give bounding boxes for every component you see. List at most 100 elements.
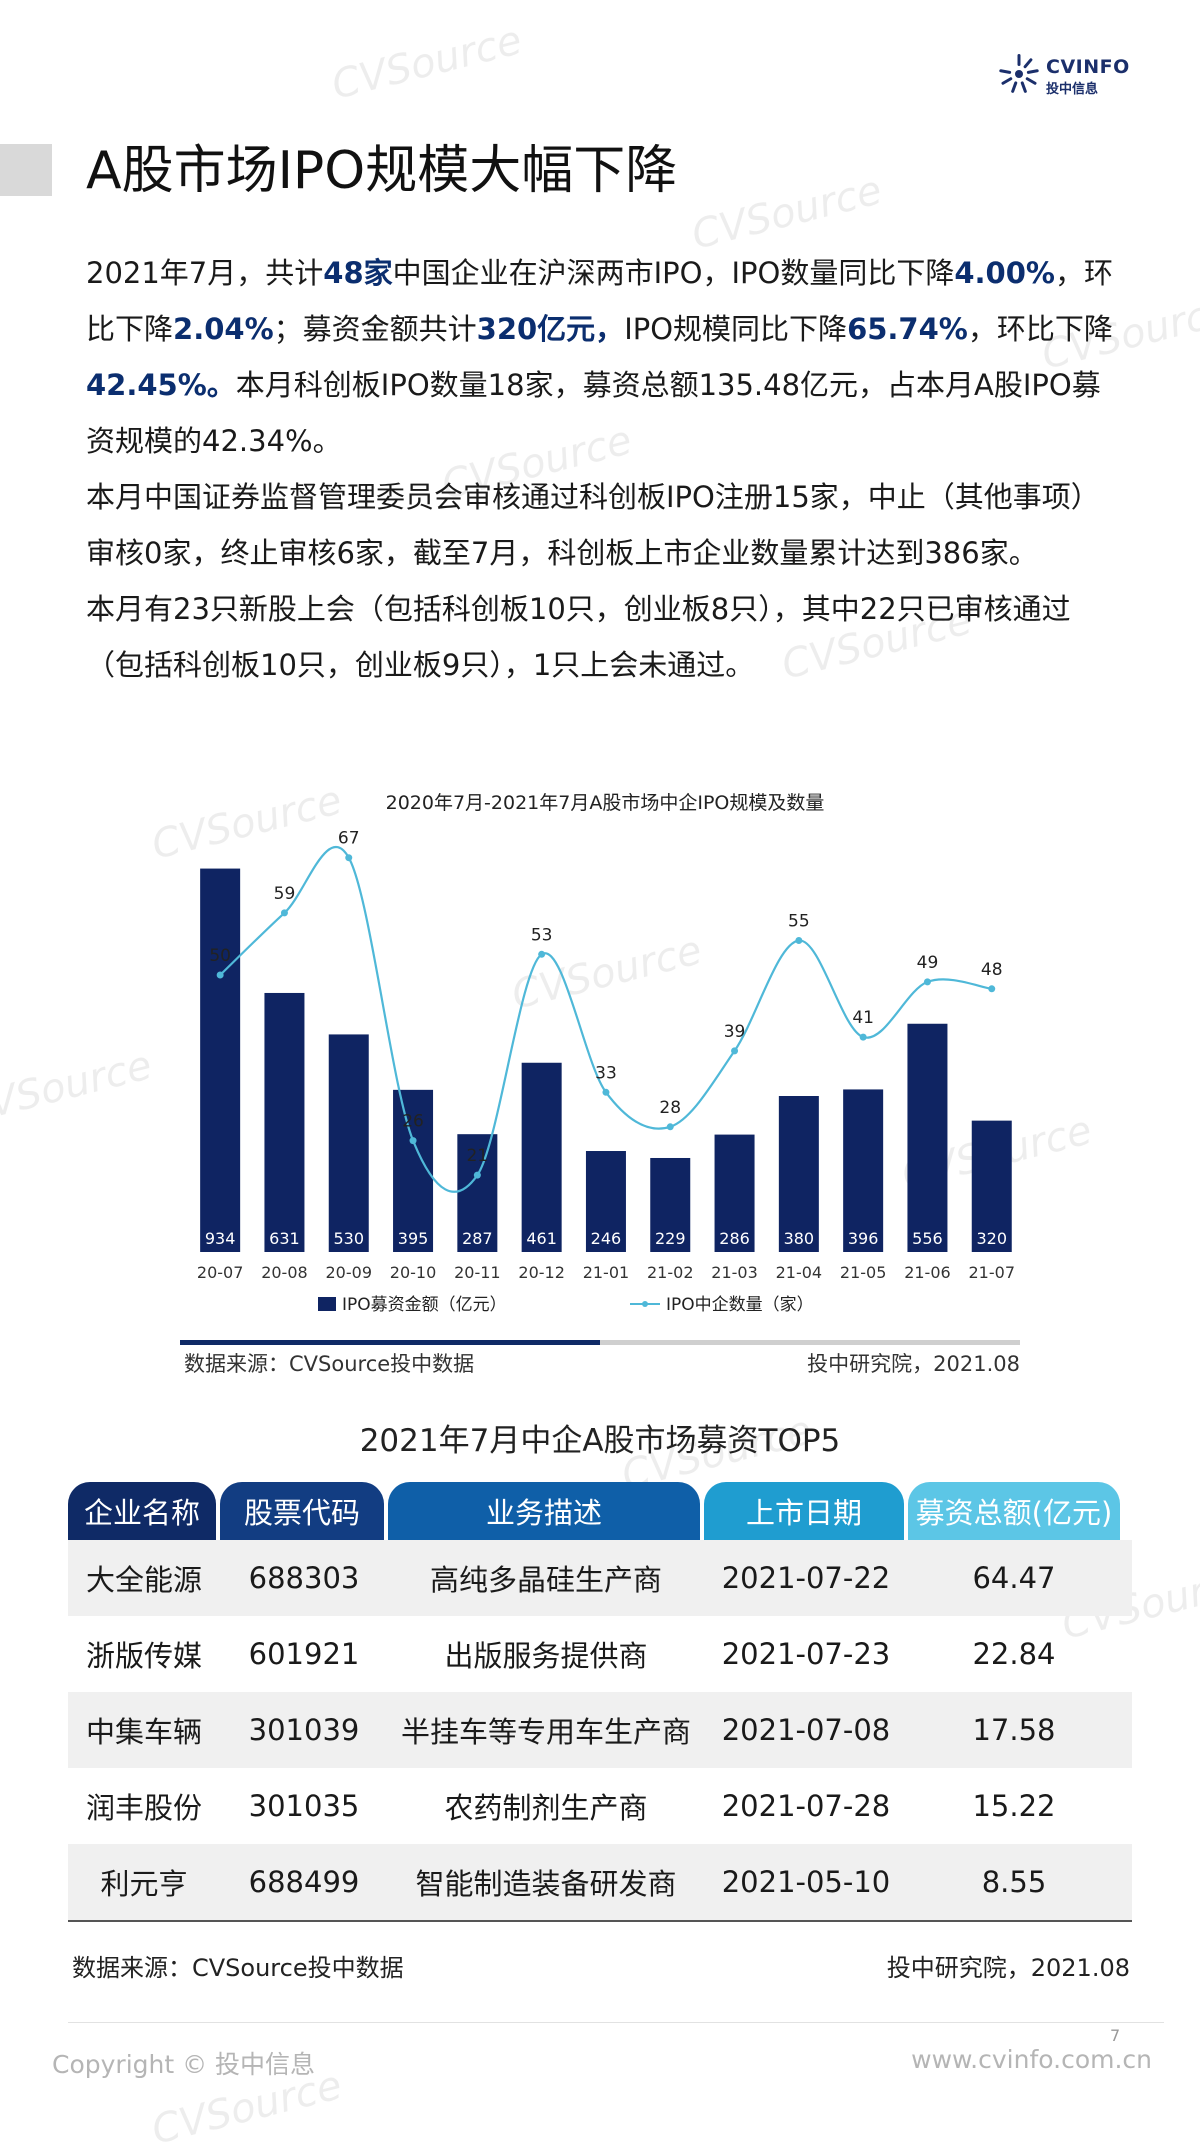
bar-value-label: 395 (398, 1229, 429, 1248)
bar-20-11 (457, 1134, 498, 1252)
table-bottom-rule (68, 1920, 1132, 1922)
table-cell: 601921 (248, 1637, 360, 1671)
top5-table: 企业名称 股票代码 业务描述 上市日期 募资总额(亿元) 大全能源 688303 高纯多晶硅… (68, 1482, 1132, 1920)
table-cell: 8.55 (981, 1865, 1047, 1899)
x-tick-label: 21-06 (904, 1263, 951, 1282)
table-cell: 利元亨 (100, 1867, 188, 1901)
count-value-label: 33 (595, 1063, 617, 1083)
bar-21-05 (843, 1089, 884, 1252)
chart-source-divider (180, 1340, 1020, 1345)
table-title: 2021年7月中企A股市场募资TOP5 (359, 1423, 841, 1459)
table-cell: 高纯多晶硅生产商 (429, 1563, 662, 1597)
bar-value-label: 380 (784, 1229, 815, 1248)
count-point-20-12 (538, 950, 546, 958)
count-point-21-01 (602, 1088, 610, 1096)
count-point-21-07 (988, 985, 996, 993)
table-cell: 2021-05-10 (721, 1865, 891, 1899)
count-value-label: 41 (852, 1008, 874, 1028)
count-point-21-02 (666, 1123, 674, 1131)
count-point-20-08 (280, 909, 288, 917)
chart-source-divider-accent (180, 1340, 600, 1345)
count-point-21-05 (859, 1033, 867, 1041)
count-value-label: 21 (467, 1146, 489, 1166)
bar-value-label: 530 (333, 1229, 364, 1248)
page-number: 7 (1110, 2026, 1121, 2045)
count-value-label: 39 (724, 1022, 746, 1042)
x-tick-label: 20-12 (518, 1263, 565, 1282)
bar-21-03 (714, 1134, 755, 1252)
count-value-label: 49 (917, 953, 939, 973)
table-source-date: 投中研究院，2021.08 (886, 1954, 1130, 1982)
table-cell: 301035 (248, 1789, 360, 1823)
bar-20-10 (393, 1089, 434, 1252)
brand-name: CVINFO (1046, 56, 1130, 78)
count-value-label: 28 (659, 1098, 681, 1118)
table-cell: 大全能源 (85, 1563, 202, 1597)
x-tick-label: 21-04 (776, 1263, 823, 1282)
bar-20-08 (264, 992, 305, 1252)
x-tick-label: 21-07 (969, 1263, 1016, 1282)
bar-value-label: 556 (912, 1229, 943, 1248)
count-value-label: 26 (402, 1112, 424, 1132)
table-row: 大全能源 688303 高纯多晶硅生产商 2021-07-22 64.47 (68, 1540, 1132, 1616)
table-cell: 17.58 (972, 1713, 1056, 1747)
bar-21-01 (585, 1151, 626, 1252)
column-header: 募资总额(亿元) (908, 1482, 1120, 1540)
table-cell: 润丰股份 (85, 1791, 202, 1825)
watermark: CVSource (327, 17, 527, 109)
table-cell: 2021-07-22 (721, 1561, 891, 1595)
count-value-label: 55 (788, 912, 810, 932)
table-cell: 半挂车等专用车生产商 (400, 1715, 691, 1749)
chart-title: 2020年7月-2021年7月A股市场中企IPO规模及数量 (386, 792, 825, 814)
cvinfo-logo-icon (999, 54, 1039, 93)
x-tick-label: 20-09 (326, 1263, 373, 1282)
count-series-line (219, 846, 992, 1193)
legend-line-label: IPO中企数量（家） (666, 1295, 814, 1315)
count-point-21-03 (731, 1047, 739, 1055)
bar-value-label: 631 (269, 1229, 300, 1248)
footer-divider (68, 2022, 1164, 2023)
bar-value-label: 396 (848, 1229, 879, 1248)
legend-bar-swatch (318, 1297, 336, 1311)
ipo-chart: 2020年7月-2021年7月A股市场中企IPO规模及数量 934 631 530 3… (197, 792, 1016, 1315)
website-link[interactable]: www.cvinfo.com.cn (911, 2045, 1152, 2074)
table-cell: 智能制造装备研发商 (415, 1867, 677, 1901)
table-cell: 688303 (248, 1561, 360, 1595)
x-tick-label: 20-11 (454, 1263, 501, 1282)
count-value-label: 48 (981, 960, 1003, 980)
bar-value-label: 229 (655, 1229, 686, 1248)
bar-21-04 (778, 1096, 819, 1252)
legend-bar-label: IPO募资金额（亿元） (342, 1295, 507, 1315)
table-cell: 浙版传媒 (85, 1639, 202, 1673)
count-point-21-06 (923, 978, 931, 986)
paragraph-1: 2021年7月，共计48家中国企业在沪深两市IPO，IPO数量同比下降4.00%… (86, 256, 1113, 458)
bar-value-label: 287 (462, 1229, 493, 1248)
table-cell: 出版服务提供商 (444, 1639, 648, 1673)
count-point-20-09 (345, 854, 353, 862)
count-point-21-04 (795, 937, 803, 944)
bar-20-09 (328, 1034, 369, 1252)
table-header: 企业名称 股票代码 业务描述 上市日期 募资总额(亿元) (68, 1482, 1132, 1540)
bar-value-label: 461 (526, 1229, 557, 1248)
x-tick-label: 20-10 (390, 1263, 437, 1282)
chart-source-date: 投中研究院，2021.08 (807, 1352, 1020, 1376)
bar-21-07 (971, 1120, 1012, 1252)
table-body: 大全能源 688303 高纯多晶硅生产商 2021-07-22 64.47 浙版传媒 601… (68, 1540, 1132, 1920)
table-cell: 2021-07-28 (721, 1789, 891, 1823)
page-title: A股市场IPO规模大幅下降 (86, 141, 678, 201)
table-row: 浙版传媒 601921 出版服务提供商 2021-07-23 22.84 (68, 1616, 1132, 1692)
table-cell: 301039 (248, 1713, 360, 1747)
column-header: 业务描述 (388, 1482, 700, 1540)
count-point-20-11 (473, 1171, 481, 1179)
table-cell: 中集车辆 (85, 1715, 202, 1749)
count-point-20-10 (409, 1137, 417, 1145)
column-header: 上市日期 (704, 1482, 904, 1540)
bar-20-07 (200, 868, 241, 1252)
table-source: 数据来源：CVSource投中数据 (72, 1954, 404, 1982)
x-tick-label: 20-08 (261, 1263, 308, 1282)
count-value-label: 67 (338, 829, 360, 849)
paragraph-2: 本月中国证券监督管理委员会审核通过科创板IPO注册15家，中止（其他事项）审核0… (86, 480, 1100, 570)
count-value-label: 50 (209, 946, 231, 966)
count-point-20-07 (216, 971, 224, 979)
legend-line-marker (642, 1301, 648, 1307)
